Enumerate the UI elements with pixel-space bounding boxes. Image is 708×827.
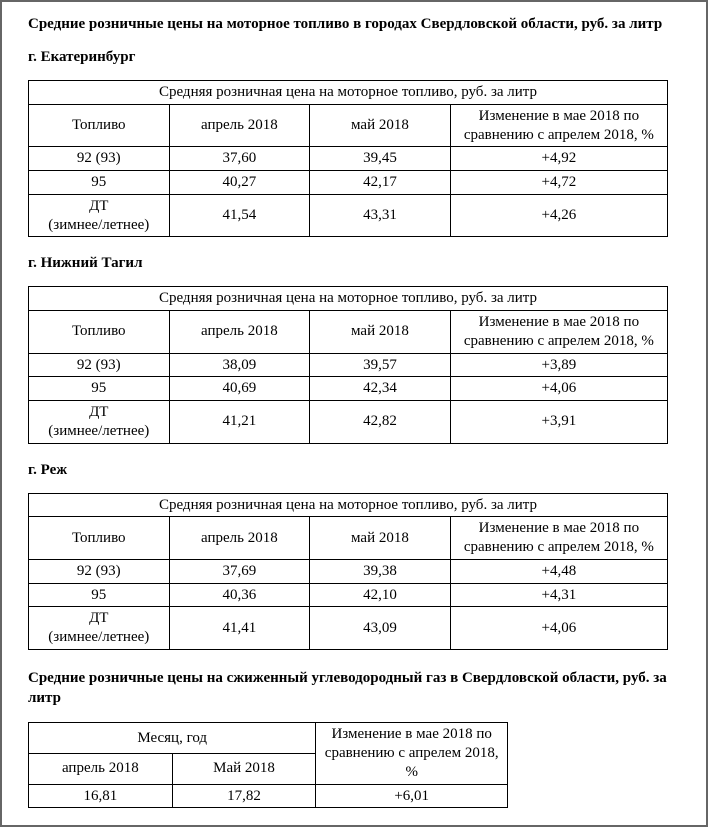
fuel-price-table: Средняя розничная цена на моторное топли… bbox=[28, 493, 668, 650]
cell-april: 37,60 bbox=[169, 147, 310, 171]
table-span-header: Средняя розничная цена на моторное топли… bbox=[29, 493, 668, 517]
cell-may: 39,45 bbox=[310, 147, 451, 171]
cell-may: 39,57 bbox=[310, 353, 451, 377]
cell-april: 40,36 bbox=[169, 583, 310, 607]
gas-section-title: Средние розничные цены на сжиженный угле… bbox=[28, 668, 684, 709]
cell-may: 39,38 bbox=[310, 559, 451, 583]
cell-april: 41,41 bbox=[169, 607, 310, 650]
cell-may: 42,10 bbox=[310, 583, 451, 607]
table-row: 92 (93)37,6939,38+4,48 bbox=[29, 559, 668, 583]
gas-col-april: апрель 2018 bbox=[29, 753, 173, 784]
col-header-may: май 2018 bbox=[310, 104, 451, 147]
cell-may: 43,31 bbox=[310, 194, 451, 237]
gas-row: 16,81 17,82 +6,01 bbox=[29, 784, 508, 808]
page-title: Средние розничные цены на моторное топли… bbox=[28, 16, 684, 33]
cell-fuel: 92 (93) bbox=[29, 353, 170, 377]
cell-fuel: 95 bbox=[29, 377, 170, 401]
cities-container: г. Екатеринбург Средняя розничная цена на… bbox=[28, 49, 684, 650]
table-row: 9540,2742,17+4,72 bbox=[29, 171, 668, 195]
col-header-change: Изменение в мае 2018 по сравнению с апре… bbox=[450, 311, 667, 354]
col-header-change: Изменение в мае 2018 по сравнению с апре… bbox=[450, 517, 667, 560]
table-row: 92 (93)38,0939,57+3,89 bbox=[29, 353, 668, 377]
cell-april: 41,21 bbox=[169, 401, 310, 444]
city-title: г. Екатеринбург bbox=[28, 49, 684, 66]
cell-change: +3,91 bbox=[450, 401, 667, 444]
cell-change: +4,06 bbox=[450, 377, 667, 401]
table-row: 9540,3642,10+4,31 bbox=[29, 583, 668, 607]
col-header-change: Изменение в мае 2018 по сравнению с апре… bbox=[450, 104, 667, 147]
city-title: г. Нижний Тагил bbox=[28, 255, 684, 272]
col-header-fuel: Топливо bbox=[29, 104, 170, 147]
gas-month-header: Месяц, год bbox=[29, 723, 316, 754]
cell-fuel: ДТ(зимнее/летнее) bbox=[29, 401, 170, 444]
col-header-may: май 2018 bbox=[310, 311, 451, 354]
gas-cell-change: +6,01 bbox=[316, 784, 508, 808]
col-header-april: апрель 2018 bbox=[169, 311, 310, 354]
cell-april: 41,54 bbox=[169, 194, 310, 237]
cell-april: 37,69 bbox=[169, 559, 310, 583]
gas-cell-april: 16,81 bbox=[29, 784, 173, 808]
fuel-price-table: Средняя розничная цена на моторное топли… bbox=[28, 80, 668, 237]
cell-change: +3,89 bbox=[450, 353, 667, 377]
cell-may: 43,09 bbox=[310, 607, 451, 650]
gas-col-change: Изменение в мае 2018 по сравнению с апре… bbox=[316, 723, 508, 784]
cell-fuel: 92 (93) bbox=[29, 559, 170, 583]
col-header-fuel: Топливо bbox=[29, 517, 170, 560]
cell-fuel: 92 (93) bbox=[29, 147, 170, 171]
cell-change: +4,92 bbox=[450, 147, 667, 171]
cell-change: +4,48 bbox=[450, 559, 667, 583]
cell-may: 42,82 bbox=[310, 401, 451, 444]
city-title: г. Реж bbox=[28, 462, 684, 479]
cell-may: 42,34 bbox=[310, 377, 451, 401]
table-row: 92 (93)37,6039,45+4,92 bbox=[29, 147, 668, 171]
table-row: ДТ(зимнее/летнее)41,4143,09+4,06 bbox=[29, 607, 668, 650]
cell-change: +4,06 bbox=[450, 607, 667, 650]
col-header-fuel: Топливо bbox=[29, 311, 170, 354]
cell-fuel: ДТ(зимнее/летнее) bbox=[29, 194, 170, 237]
table-row: ДТ(зимнее/летнее)41,5443,31+4,26 bbox=[29, 194, 668, 237]
cell-change: +4,31 bbox=[450, 583, 667, 607]
gas-table: Месяц, год Изменение в мае 2018 по сравн… bbox=[28, 722, 508, 808]
document-page: Средние розничные цены на моторное топли… bbox=[0, 0, 708, 827]
table-row: 9540,6942,34+4,06 bbox=[29, 377, 668, 401]
cell-may: 42,17 bbox=[310, 171, 451, 195]
table-row: ДТ(зимнее/летнее)41,2142,82+3,91 bbox=[29, 401, 668, 444]
cell-fuel: 95 bbox=[29, 583, 170, 607]
gas-col-may: Май 2018 bbox=[172, 753, 316, 784]
cell-april: 40,27 bbox=[169, 171, 310, 195]
cell-change: +4,72 bbox=[450, 171, 667, 195]
col-header-april: апрель 2018 bbox=[169, 517, 310, 560]
gas-cell-may: 17,82 bbox=[172, 784, 316, 808]
cell-april: 40,69 bbox=[169, 377, 310, 401]
cell-change: +4,26 bbox=[450, 194, 667, 237]
col-header-april: апрель 2018 bbox=[169, 104, 310, 147]
table-span-header: Средняя розничная цена на моторное топли… bbox=[29, 287, 668, 311]
fuel-price-table: Средняя розничная цена на моторное топли… bbox=[28, 286, 668, 443]
col-header-may: май 2018 bbox=[310, 517, 451, 560]
table-span-header: Средняя розничная цена на моторное топли… bbox=[29, 81, 668, 105]
cell-april: 38,09 bbox=[169, 353, 310, 377]
cell-fuel: 95 bbox=[29, 171, 170, 195]
cell-fuel: ДТ(зимнее/летнее) bbox=[29, 607, 170, 650]
